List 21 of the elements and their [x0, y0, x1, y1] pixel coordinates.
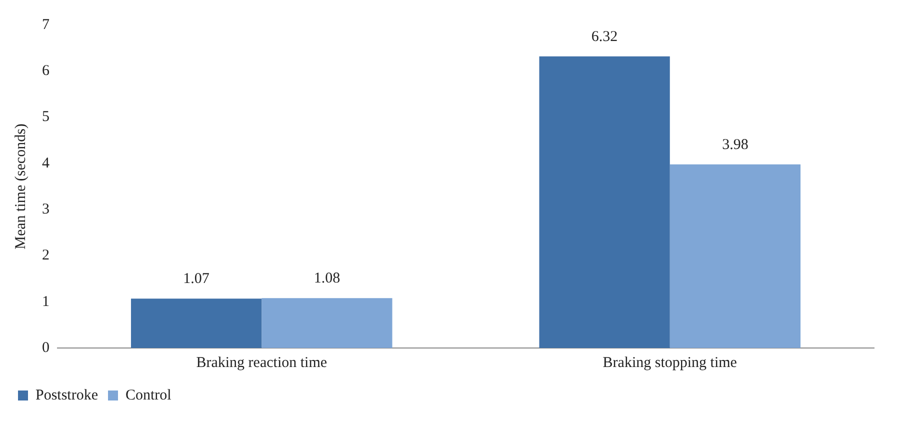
legend-label: Control [126, 387, 172, 404]
bar [130, 298, 262, 348]
legend-label: Poststroke [36, 387, 98, 404]
bar [539, 56, 670, 348]
x-tick-label: Braking reaction time [196, 354, 328, 371]
y-tick-label: 0 [42, 340, 50, 356]
y-tick-label: 4 [42, 155, 50, 172]
y-tick-label: 7 [42, 16, 50, 33]
data-label: 1.07 [183, 271, 210, 288]
bar [670, 164, 801, 348]
y-tick-label: 6 [42, 63, 50, 80]
data-label: 3.98 [722, 136, 748, 153]
y-tick-label: 3 [42, 202, 50, 218]
data-label: 6.32 [591, 28, 618, 45]
data-label: 1.08 [314, 270, 340, 287]
y-tick-label: 2 [42, 248, 50, 264]
y-tick-label: 1 [42, 294, 50, 310]
y-tick-label: 5 [42, 109, 50, 126]
y-axis-title: Mean time (seconds) [12, 124, 29, 250]
bar [262, 298, 392, 348]
x-tick-label: Braking stopping time [602, 354, 738, 371]
